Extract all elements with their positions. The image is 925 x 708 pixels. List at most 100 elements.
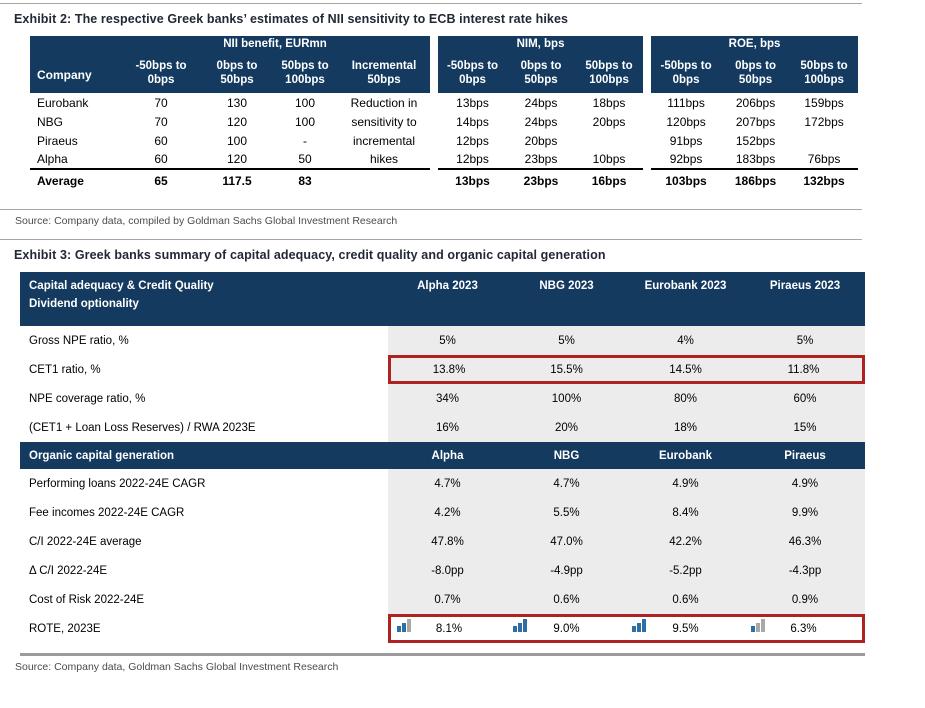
table-cell: 111bps [667,95,705,110]
group-header-nim: NIM, bps [438,36,644,53]
table-row: Performing loans 2022-24E CAGR 4.7% 4.7%… [20,469,865,498]
column-header: -50bps to 0bps [120,53,202,93]
table-row: NPE coverage ratio, % 34% 100% 80% 60% [20,384,865,413]
header-spacer [507,296,626,326]
row-label: Cost of Risk 2022-24E [20,585,388,614]
rote-value: 6.3% [790,622,817,635]
table-row: 12bps 20bps [438,131,643,150]
table-row: NBG 70 120 100 sensitivity to [30,112,430,131]
table-cell: 70 [154,114,168,129]
row-label: Δ C/I 2022-24E [20,556,388,585]
column-header: 0bps to 50bps [202,53,272,93]
table-cell: 103bps [651,168,722,191]
table-header-row: Company NII benefit, EURmn [30,36,431,93]
rote-value: 9.5% [672,622,699,635]
table-cell: 60 [154,133,168,148]
average-row: 13bps 23bps 16bps [438,168,644,191]
column-header-eurobank: Eurobank [626,442,745,469]
company-cell: Average [30,168,120,191]
table-cell: incremental [352,133,416,148]
column-header-alpha: Alpha [388,442,507,469]
average-row: Average 65 117.5 83 [30,168,431,191]
table-cell: 100 [294,95,316,110]
table-header-row: Capital adequacy & Credit Quality Alpha … [20,272,865,296]
table-row: Fee incomes 2022-24E CAGR 4.2% 5.5% 8.4%… [20,498,865,527]
table-cell: 60 [154,152,168,166]
table-cell: 18bps [592,95,626,110]
table-cell: 117.5 [202,168,272,191]
table-row: 111bps 206bps 159bps [651,93,858,112]
table-cell: 13bps [456,95,489,110]
table-cell: 10bps [592,152,626,166]
table-cell: 80% [626,384,745,413]
table-cell: 0.9% [745,585,865,614]
table-cell: 23bps [507,168,576,191]
table-cell: 8.4% [626,498,745,527]
column-header: -50bps to 0bps [651,53,722,93]
table-row: (CET1 + Loan Loss Reserves) / RWA 2023E … [20,413,865,442]
table-cell: 50 [298,152,312,166]
table-row: 92bps 183bps 76bps [651,150,858,169]
row-label: Fee incomes 2022-24E CAGR [20,498,388,527]
table-cell: hikes [370,152,399,166]
table-row: Eurobank 70 130 100 Reduction in [30,93,430,112]
row-label: Performing loans 2022-24E CAGR [20,469,388,498]
table-cell: 15.5% [507,355,626,384]
table-cell: 24bps [524,114,558,129]
column-header: Incremental 50bps [338,53,431,93]
column-header-piraeus: Piraeus 2023 [745,272,865,296]
table-cell: 5% [507,326,626,355]
table-cell: 46.3% [745,527,865,556]
table-cell: 47.8% [388,527,507,556]
table-cell: 5% [745,326,865,355]
mini-bar-chart-icon [632,619,646,632]
section2-header-row: Organic capital generation Alpha NBG Eur… [20,442,865,469]
table-cell: 91bps [669,133,703,148]
table-cell: 24bps [524,95,558,110]
section-header-capital-adequacy: Capital adequacy & Credit Quality [20,272,388,296]
table-cell: 4.9% [745,469,865,498]
row-label: ROTE, 2023E [20,614,388,643]
exhibit2-source: Source: Company data, compiled by Goldma… [15,215,398,227]
highlighted-row-cet1: CET1 ratio, % 13.8% 15.5% 14.5% 11.8% [20,355,865,384]
table-cell: 4.9% [626,469,745,498]
table-cell: 207bps [735,114,776,129]
table-cell: 13bps [438,168,508,191]
row-label: Gross NPE ratio, % [20,326,388,355]
table-row: Δ C/I 2022-24E -8.0pp -4.9pp -5.2pp -4.3… [20,556,865,585]
average-row: 103bps 186bps 132bps [651,168,859,191]
section-header-dividend-optionality: Dividend optionality [20,296,388,326]
row-label: NPE coverage ratio, % [20,384,388,413]
table-cell: 130 [226,95,248,110]
group-header-roe: ROE, bps [651,36,859,53]
table-cell: 16% [388,413,507,442]
table-cell: 100 [226,133,248,148]
table-cell: 186bps [721,168,791,191]
table-cell: 206bps [735,95,776,110]
table-cell: 4% [626,326,745,355]
table-cell: 5.5% [507,498,626,527]
table-cell: -4.9pp [507,556,626,585]
table-cell: 9.5% [626,614,745,643]
table-cell: 9.9% [745,498,865,527]
table-cell: 14.5% [626,355,745,384]
nii-benefit-table: Company NII benefit, EURmn -50bps to 0bp… [30,36,431,191]
column-header: 50bps to 100bps [790,53,859,93]
table-cell: 76bps [807,152,841,166]
table-cell: 183bps [735,152,776,166]
column-header: 50bps to 100bps [575,53,644,93]
company-cell: Eurobank [37,95,89,110]
research-report-page: Exhibit 2: The respective Greek banks’ e… [0,3,925,708]
table-cell: -4.3pp [745,556,865,585]
table-cell: 159bps [804,95,844,110]
company-cell: NBG [37,114,64,129]
table-cell: sensitivity to [351,114,417,129]
table-subheader-row: -50bps to 0bps 0bps to 50bps 50bps to 10… [438,53,644,93]
section-divider [0,209,862,210]
table-cell: - [303,133,307,148]
rote-value: 9.0% [553,622,580,635]
table-cell: 16bps [575,168,644,191]
table-cell: 100% [507,384,626,413]
header-spacer [626,296,745,326]
section-divider [0,239,862,240]
